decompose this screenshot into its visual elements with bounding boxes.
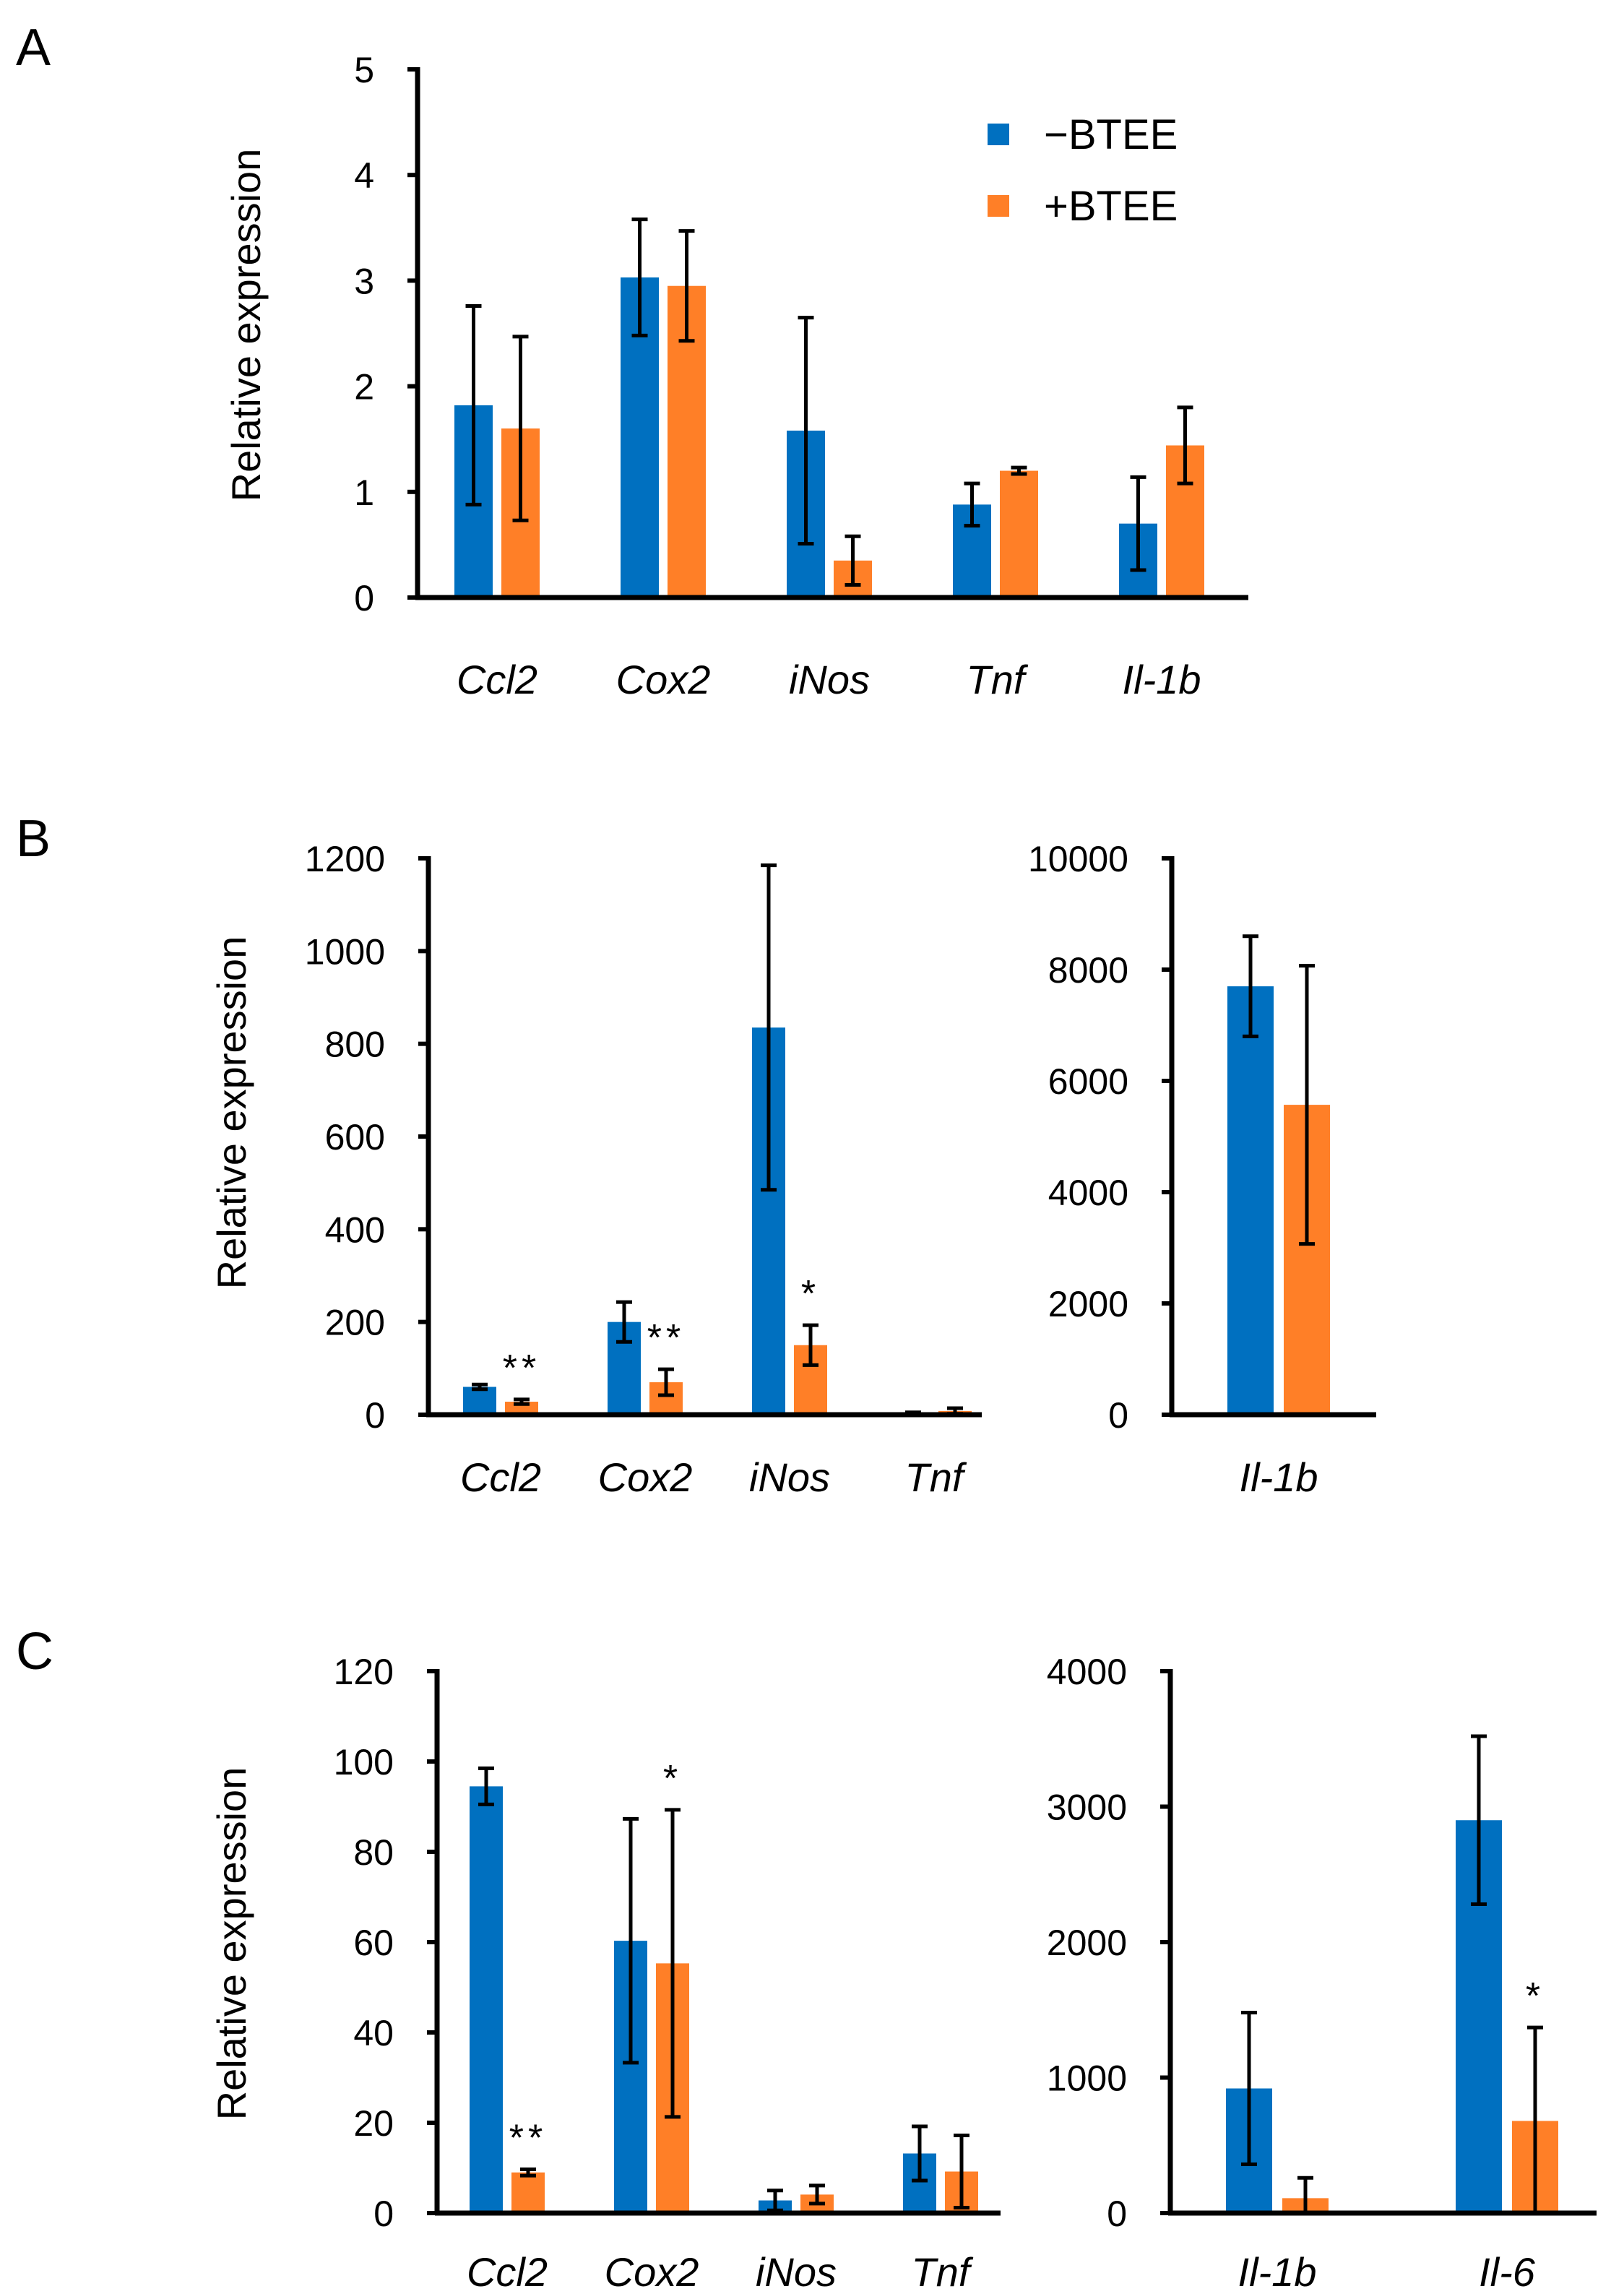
error-bar xyxy=(761,863,777,1192)
error-bar xyxy=(1471,1734,1487,1906)
x-category-label: Cox2 xyxy=(605,2249,699,2294)
error-bar xyxy=(514,1397,530,1406)
y-tick-label: 200 xyxy=(325,1303,385,1343)
error-bar xyxy=(798,316,814,546)
y-tick-label: 800 xyxy=(325,1025,385,1065)
x-category-label: Cox2 xyxy=(616,657,711,702)
error-bar xyxy=(1130,475,1146,572)
error-bar xyxy=(520,2167,536,2178)
error-bar xyxy=(809,2183,825,2206)
error-bar xyxy=(845,534,861,587)
error-bar xyxy=(665,1808,681,2119)
bar-ccl2-minus-btee xyxy=(463,1387,496,1415)
y-tick-label: 10000 xyxy=(1028,839,1128,879)
error-bar xyxy=(512,335,529,522)
x-category-label: Ccl2 xyxy=(467,2249,548,2294)
y-tick-label: 3 xyxy=(354,261,374,301)
y-tick-label: 6000 xyxy=(1048,1061,1128,1102)
error-bar xyxy=(465,303,482,506)
panel-letter: C xyxy=(16,1623,53,1681)
x-category-label: Cox2 xyxy=(598,1454,693,1500)
x-category-label: iNos xyxy=(756,2249,837,2294)
legend-label: −BTEE xyxy=(1044,111,1178,158)
y-axis-label: Relative expression xyxy=(209,1767,254,2121)
bar-ccl2-plus-btee xyxy=(505,1402,538,1415)
y-tick-label: 1000 xyxy=(1047,2058,1127,2099)
x-category-label: Ccl2 xyxy=(457,657,537,702)
x-category-label: iNos xyxy=(789,657,870,702)
x-category-label: Il-1b xyxy=(1240,1454,1318,1500)
x-category-label: Tnf xyxy=(912,2249,974,2294)
error-bar xyxy=(478,1766,494,1806)
y-tick-label: 3000 xyxy=(1047,1788,1127,1828)
legend-label: +BTEE xyxy=(1044,183,1178,230)
panel-letter: B xyxy=(16,810,51,868)
y-tick-label: 8000 xyxy=(1048,950,1128,991)
error-bar xyxy=(658,1367,674,1397)
error-bar xyxy=(1177,405,1193,486)
error-bar xyxy=(1241,2011,1257,2166)
error-bar xyxy=(964,481,980,528)
y-tick-label: 2000 xyxy=(1047,1923,1127,1963)
y-tick-label: 0 xyxy=(373,2194,394,2234)
y-tick-label: 60 xyxy=(353,1923,394,1963)
error-bar xyxy=(616,1300,632,1344)
x-category-label: Tnf xyxy=(967,657,1029,702)
y-tick-label: 1 xyxy=(354,473,374,513)
x-category-label: Il-1b xyxy=(1238,2249,1317,2294)
legend-swatch xyxy=(988,124,1009,145)
error-bar xyxy=(1243,934,1258,1038)
y-tick-label: 20 xyxy=(353,2103,394,2144)
y-tick-label: 40 xyxy=(353,2013,394,2053)
y-tick-label: 0 xyxy=(354,578,374,618)
y-tick-label: 5 xyxy=(354,50,374,90)
x-category-label: Il-6 xyxy=(1479,2249,1536,2294)
y-tick-label: 0 xyxy=(1108,1395,1128,1436)
y-tick-label: 2000 xyxy=(1048,1284,1128,1324)
error-bar xyxy=(803,1323,819,1367)
y-tick-label: 600 xyxy=(325,1117,385,1157)
x-category-label: Ccl2 xyxy=(460,1454,541,1500)
panel-letter: A xyxy=(16,19,51,77)
x-category-label: Tnf xyxy=(905,1454,967,1500)
y-tick-label: 100 xyxy=(334,1742,394,1782)
bar-il-1b-minus-btee xyxy=(1227,986,1274,1415)
significance-marker: ** xyxy=(647,1317,685,1359)
legend-swatch xyxy=(988,195,1009,217)
y-tick-label: 4000 xyxy=(1047,1652,1127,1692)
error-bar xyxy=(631,217,648,337)
significance-marker: ** xyxy=(509,2117,547,2159)
significance-marker: * xyxy=(801,1273,820,1315)
y-tick-label: 4000 xyxy=(1048,1173,1128,1213)
y-tick-label: 1000 xyxy=(305,931,385,972)
error-bar xyxy=(678,229,695,343)
y-tick-label: 0 xyxy=(1107,2194,1127,2234)
y-tick-label: 1200 xyxy=(305,839,385,879)
x-category-label: iNos xyxy=(749,1454,830,1500)
error-bar xyxy=(472,1382,488,1392)
significance-marker: ** xyxy=(503,1347,540,1389)
error-bar xyxy=(912,2124,928,2183)
error-bar xyxy=(623,1816,639,2065)
x-category-label: Il-1b xyxy=(1123,657,1201,702)
bar-tnf-plus-btee xyxy=(1000,470,1038,598)
y-axis-label: Relative expression xyxy=(209,936,254,1290)
bar-ccl2-minus-btee xyxy=(470,1786,503,2213)
significance-marker: * xyxy=(663,1758,682,1800)
error-bar xyxy=(954,2134,969,2209)
y-axis-label: Relative expression xyxy=(223,149,269,502)
error-bar xyxy=(1299,964,1315,1246)
y-tick-label: 4 xyxy=(354,155,374,196)
y-tick-label: 0 xyxy=(365,1395,385,1436)
y-tick-label: 120 xyxy=(334,1652,394,1692)
y-tick-label: 400 xyxy=(325,1209,385,1250)
y-tick-label: 2 xyxy=(354,367,374,408)
y-tick-label: 80 xyxy=(353,1832,394,1873)
significance-marker: * xyxy=(1526,1975,1545,2017)
error-bar xyxy=(767,2189,783,2212)
bar-ccl2-plus-btee xyxy=(511,2172,545,2213)
error-bar xyxy=(1011,465,1027,476)
